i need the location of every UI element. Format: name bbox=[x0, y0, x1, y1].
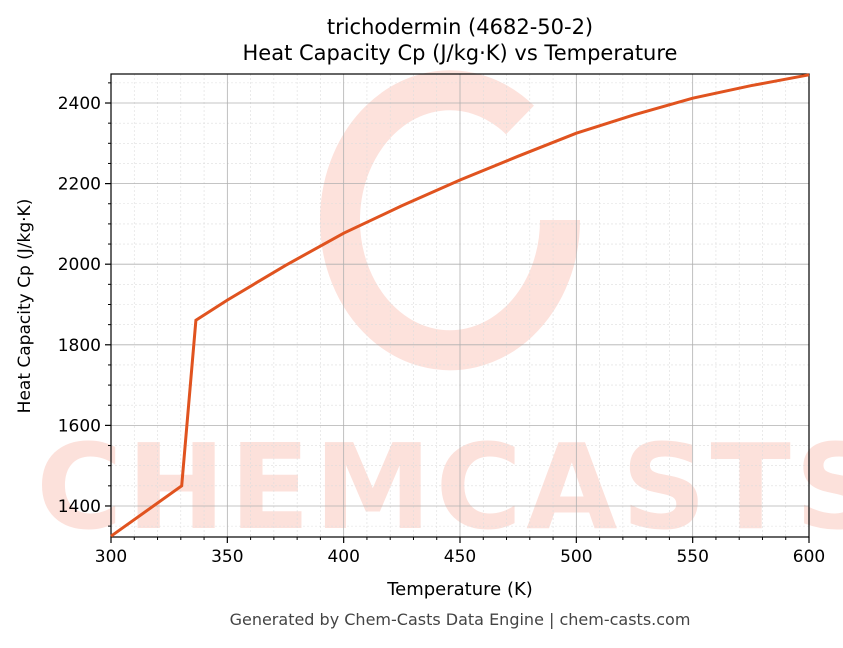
y-tick-label: 1600 bbox=[58, 416, 101, 436]
chart-title: trichodermin (4682-50-2) bbox=[327, 15, 593, 39]
y-axis-label: Heat Capacity Cp (J/kg·K) bbox=[15, 199, 35, 414]
chart-subtitle: Heat Capacity Cp (J/kg·K) vs Temperature bbox=[243, 41, 678, 65]
x-tick-label: 400 bbox=[327, 547, 359, 567]
x-tick-label: 450 bbox=[444, 547, 476, 567]
x-tick-label: 350 bbox=[211, 547, 243, 567]
x-tick-label: 600 bbox=[793, 547, 825, 567]
footer-text: Generated by Chem-Casts Data Engine | ch… bbox=[230, 610, 691, 629]
x-axis-label: Temperature (K) bbox=[386, 579, 533, 600]
x-tick-label: 500 bbox=[560, 547, 592, 567]
series-line bbox=[110, 73, 810, 538]
svg-text:CHEMCASTS: CHEMCASTS bbox=[36, 418, 843, 556]
y-tick-label: 2400 bbox=[58, 94, 101, 114]
watermark-logo: CHEMCASTS bbox=[36, 70, 843, 556]
x-tick-label: 300 bbox=[95, 547, 127, 567]
y-tick-label: 1400 bbox=[58, 497, 101, 517]
plot-frame bbox=[110, 73, 810, 538]
y-tick-label: 2200 bbox=[58, 175, 101, 195]
x-tick-label: 550 bbox=[676, 547, 708, 567]
y-tick-label: 2000 bbox=[58, 255, 101, 275]
y-tick-label: 1800 bbox=[58, 336, 101, 356]
